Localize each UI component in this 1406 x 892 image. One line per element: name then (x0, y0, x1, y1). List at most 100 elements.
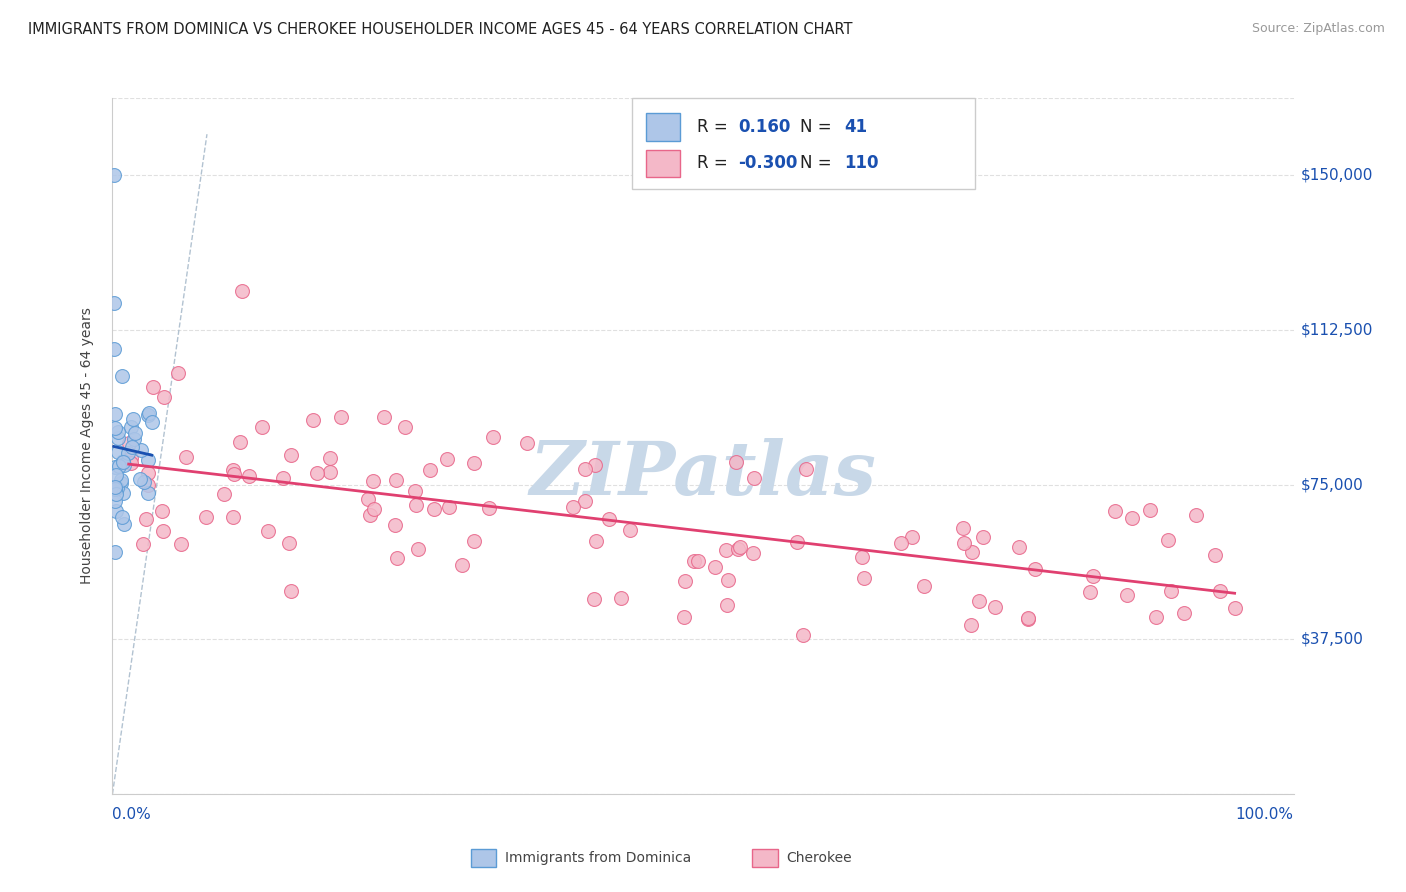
Point (107, 425, 129, 439)
Point (132, 537, 155, 551)
Point (794, 462, 817, 476)
Point (141, 415, 163, 429)
Point (585, 533, 607, 548)
Point (463, 456, 485, 470)
Point (404, 484, 426, 499)
Point (1008, 540, 1031, 554)
Point (1157, 533, 1180, 548)
Point (105, 481, 128, 495)
Point (683, 554, 706, 568)
Point (361, 474, 384, 488)
Point (373, 410, 395, 425)
Point (120, 420, 142, 434)
Point (318, 451, 340, 466)
Point (118, 435, 141, 450)
Point (170, 537, 193, 551)
Point (478, 501, 501, 516)
Point (724, 455, 747, 469)
Point (357, 491, 380, 506)
Text: 100.0%: 100.0% (1236, 807, 1294, 822)
Point (610, 591, 633, 605)
Point (280, 584, 302, 599)
Point (574, 462, 596, 476)
Point (105, 503, 128, 517)
Point (1017, 612, 1039, 626)
Point (516, 435, 538, 450)
Point (562, 500, 585, 514)
Point (107, 431, 129, 445)
Point (890, 536, 912, 550)
Point (406, 541, 429, 556)
Point (1024, 562, 1046, 576)
Text: Cherokee: Cherokee (786, 851, 852, 865)
Point (741, 546, 763, 560)
Text: R =: R = (697, 154, 733, 172)
Point (1204, 549, 1226, 563)
Point (104, 545, 127, 559)
Point (110, 473, 132, 487)
Point (1017, 611, 1039, 625)
Point (250, 420, 273, 434)
Point (103, 296, 125, 310)
Point (960, 545, 983, 559)
Point (1116, 588, 1139, 602)
Point (138, 406, 160, 420)
Point (120, 456, 142, 470)
Point (150, 504, 173, 518)
Point (967, 594, 990, 608)
Point (716, 598, 738, 612)
Point (482, 430, 505, 444)
Text: IMMIGRANTS FROM DOMINICA VS CHEROKEE HOUSEHOLDER INCOME AGES 45 - 64 YEARS CORRE: IMMIGRANTS FROM DOMINICA VS CHEROKEE HOU… (28, 22, 852, 37)
Point (221, 509, 243, 524)
Text: N =: N = (800, 154, 837, 172)
Point (195, 510, 218, 524)
Text: $37,500: $37,500 (1301, 632, 1364, 647)
Point (727, 541, 749, 556)
Text: $75,000: $75,000 (1301, 477, 1364, 492)
Point (124, 426, 146, 441)
Point (405, 499, 427, 513)
Point (110, 476, 132, 491)
Point (384, 518, 406, 533)
Point (742, 471, 765, 485)
Point (103, 342, 125, 356)
Point (153, 390, 176, 404)
Point (117, 446, 139, 460)
Point (212, 486, 235, 500)
Point (451, 558, 474, 573)
Point (1173, 606, 1195, 620)
Text: 41: 41 (845, 118, 868, 136)
Point (673, 574, 696, 589)
Point (104, 407, 127, 421)
Point (111, 509, 134, 524)
Point (960, 618, 983, 632)
Point (363, 501, 385, 516)
Point (302, 412, 325, 426)
Text: 110: 110 (845, 154, 879, 172)
Point (105, 468, 128, 483)
Point (257, 524, 280, 539)
Point (129, 442, 152, 457)
Point (952, 521, 974, 535)
Y-axis label: Householder Income Ages 45 - 64 years: Householder Income Ages 45 - 64 years (80, 308, 94, 584)
Point (1139, 503, 1161, 517)
Point (1223, 601, 1246, 615)
Text: 0.0%: 0.0% (112, 807, 152, 822)
Point (984, 600, 1007, 615)
Text: 0.160: 0.160 (738, 118, 790, 136)
Point (222, 462, 245, 476)
Point (385, 551, 408, 566)
Point (222, 467, 245, 481)
Point (111, 485, 134, 500)
Text: $150,000: $150,000 (1301, 168, 1372, 183)
Text: R =: R = (697, 118, 733, 136)
Point (436, 451, 458, 466)
Point (103, 421, 125, 435)
Point (120, 450, 142, 465)
Point (786, 534, 808, 549)
Point (717, 574, 740, 588)
Point (138, 466, 160, 480)
Point (1160, 584, 1182, 599)
Point (619, 524, 641, 538)
Point (1104, 503, 1126, 517)
